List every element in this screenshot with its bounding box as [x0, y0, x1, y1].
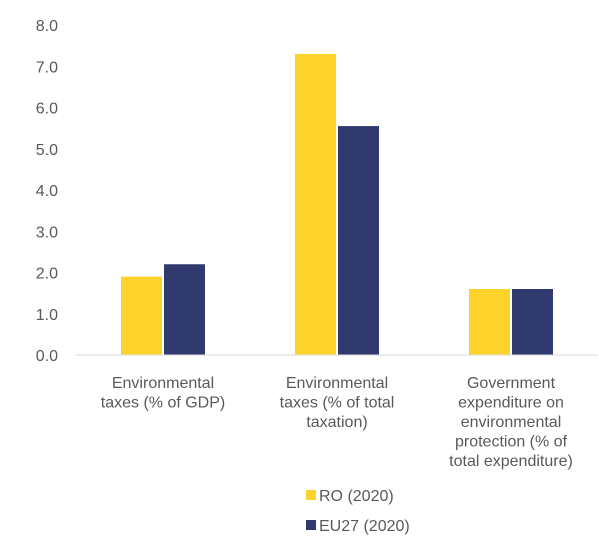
bar-ro-2	[469, 289, 510, 355]
x-category-label-line: Environmental	[112, 375, 214, 392]
y-axis-ticks: 0.0 1.0 2.0 3.0 4.0 5.0 6.0 7.0 8.0	[36, 18, 58, 365]
x-category-label-1: Environmental taxes (% of total taxation)	[280, 375, 395, 431]
x-category-label-line: protection (% of	[455, 434, 568, 451]
x-category-label-line: environmental	[461, 414, 562, 431]
legend-swatch-1	[306, 520, 316, 530]
x-category-label-2: Government expenditure on environmental pro…	[449, 375, 573, 470]
x-category-label-0: Environmental taxes (% of GDP)	[101, 375, 225, 412]
y-tick-label: 4.0	[36, 183, 58, 200]
y-tick-label: 2.0	[36, 266, 58, 283]
x-category-label-line: total expenditure)	[449, 453, 573, 470]
bar-ro-0	[121, 276, 162, 355]
legend-label-1: EU27 (2020)	[319, 518, 410, 535]
legend: RO (2020) EU27 (2020)	[306, 488, 410, 535]
bar-eu27-2	[512, 289, 553, 355]
y-tick-label: 5.0	[36, 142, 58, 159]
y-tick-label: 0.0	[36, 348, 58, 365]
x-category-label-line: taxes (% of GDP)	[101, 395, 225, 412]
x-category-label-line: Government	[467, 375, 556, 392]
bar-eu27-1	[338, 126, 379, 355]
y-tick-label: 3.0	[36, 224, 58, 241]
legend-label-0: RO (2020)	[319, 488, 394, 505]
y-tick-label: 7.0	[36, 59, 58, 76]
x-category-label-line: taxation)	[306, 414, 367, 431]
bars	[121, 53, 553, 355]
x-category-label-line: expenditure on	[458, 395, 564, 412]
x-category-label-line: taxes (% of total	[280, 395, 395, 412]
legend-swatch-0	[306, 490, 316, 500]
x-axis-labels: Environmental taxes (% of GDP)Environment…	[101, 375, 573, 470]
bar-eu27-0	[164, 264, 205, 355]
x-category-label-line: Environmental	[286, 375, 388, 392]
y-tick-label: 6.0	[36, 101, 58, 118]
bar-ro-1	[295, 53, 336, 355]
y-tick-label: 1.0	[36, 307, 58, 324]
y-tick-label: 8.0	[36, 18, 58, 35]
